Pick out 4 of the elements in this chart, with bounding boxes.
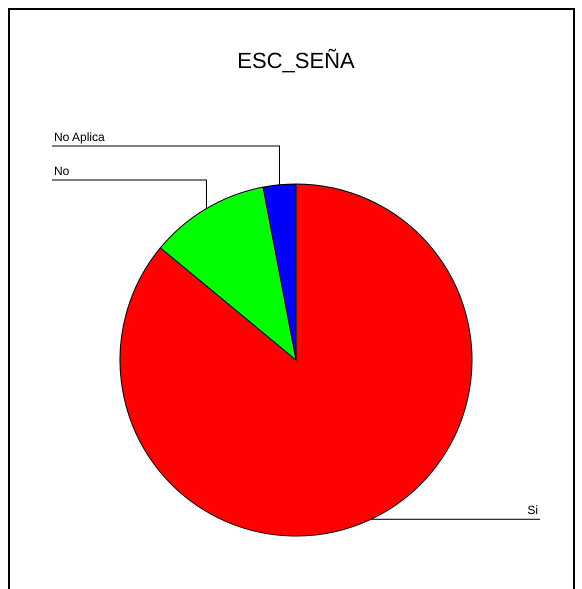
slice-label: Si	[527, 503, 538, 518]
slice-label: No Aplica	[54, 130, 106, 144]
slice-label: No	[54, 164, 70, 178]
chart-title: ESC_SEÑA	[237, 48, 356, 73]
